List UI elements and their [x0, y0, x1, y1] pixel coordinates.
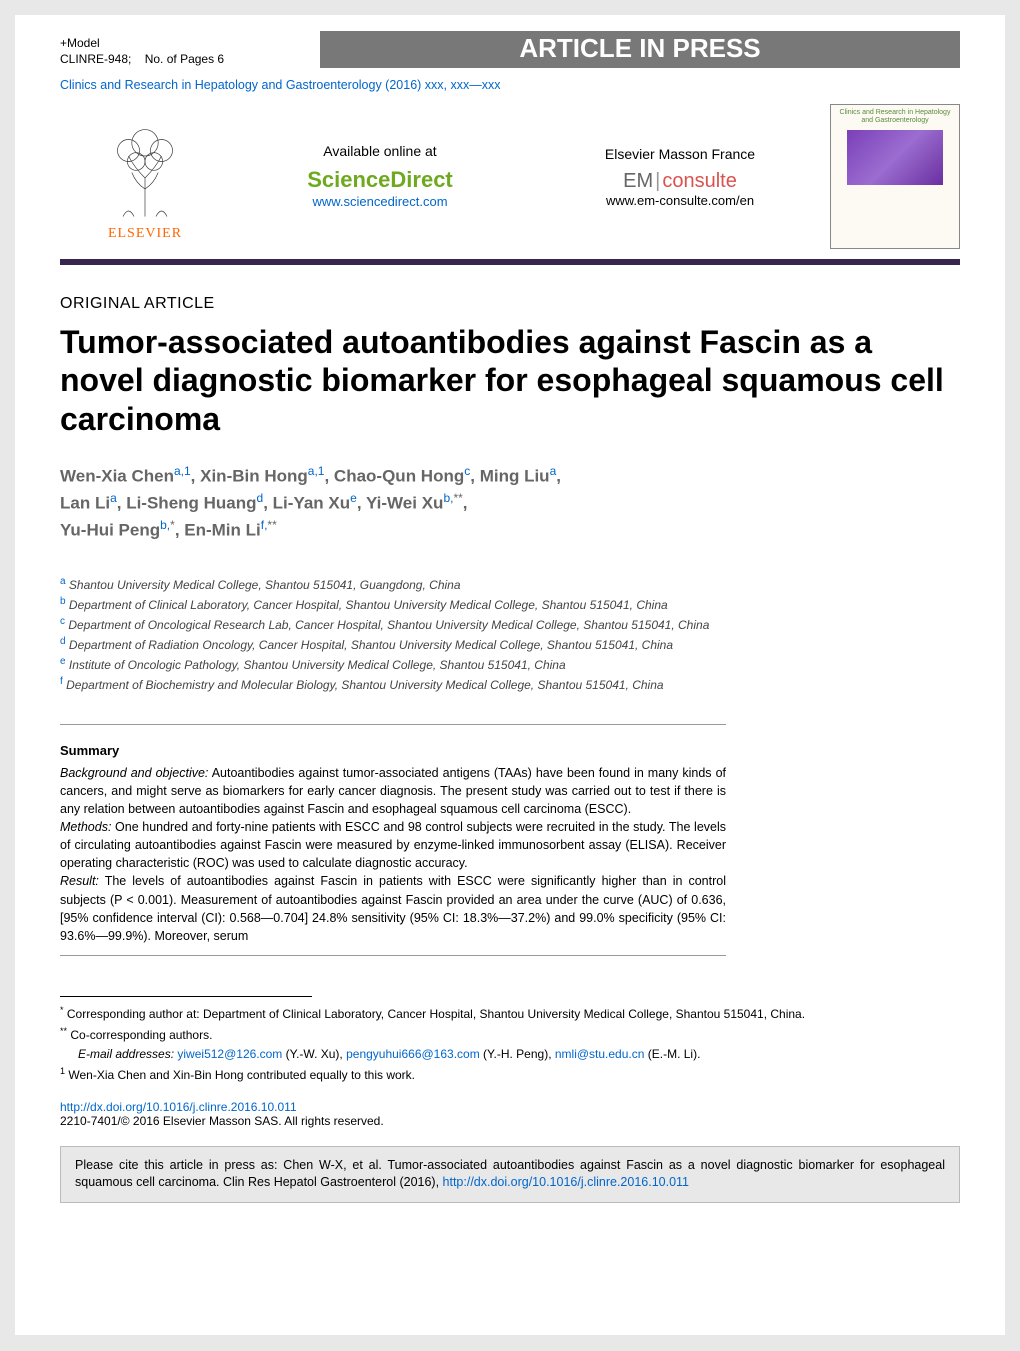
sciencedirect-link[interactable]: www.sciencedirect.com [312, 194, 447, 209]
author-9: Yu-Hui Peng [60, 521, 160, 540]
clinre-id: CLINRE-948; [60, 52, 131, 66]
em-part: EM [623, 170, 653, 192]
corresponding-author-note: * Corresponding author at: Department of… [60, 1003, 960, 1024]
author-10-corr: ** [267, 518, 276, 532]
result-text: The levels of autoantibodies against Fas… [60, 874, 726, 942]
affiliation-a: a Shantou University Medical College, Sh… [60, 574, 960, 594]
footnotes: * Corresponding author at: Department of… [60, 1003, 960, 1086]
em-divider-bar: | [653, 170, 662, 192]
cover-image [847, 130, 943, 185]
model-header-row: +Model CLINRE-948; No. of Pages 6 ARTICL… [60, 35, 960, 68]
em-consulte-link[interactable]: www.em-consulte.com/en [540, 193, 820, 208]
elsevier-logo-block[interactable]: ELSEVIER [60, 112, 230, 242]
author-8-aff: b, [443, 491, 453, 505]
result-label: Result: [60, 874, 99, 888]
footnotes-divider [60, 996, 312, 997]
email-2-who: (Y.-H. Peng), [480, 1047, 555, 1061]
email-link-3[interactable]: nmli@stu.edu.cn [555, 1047, 645, 1061]
equal-contribution-note: 1 Wen-Xia Chen and Xin-Bin Hong contribu… [60, 1064, 960, 1085]
sciencedirect-block: Available online at ScienceDirect www.sc… [230, 143, 530, 211]
author-8: Yi-Wei Xu [366, 494, 443, 513]
elsevier-masson-label: Elsevier Masson France [540, 146, 820, 162]
citation-box: Please cite this article in press as: Ch… [60, 1146, 960, 1203]
publisher-header: ELSEVIER Available online at ScienceDire… [60, 104, 960, 265]
copyright-line: 2210-7401/© 2016 Elsevier Masson SAS. Al… [60, 1114, 384, 1128]
co-corresponding-note: ** Co-corresponding authors. [60, 1024, 960, 1045]
author-6: Li-Sheng Huang [126, 494, 256, 513]
author-8-corr: ** [453, 491, 462, 505]
email-addresses-line: E-mail addresses: yiwei512@126.com (Y.-W… [60, 1045, 960, 1064]
doi-link[interactable]: http://dx.doi.org/10.1016/j.clinre.2016.… [60, 1100, 297, 1114]
author-1-aff: a,1 [174, 464, 191, 478]
authors-list: Wen-Xia Chena,1, Xin-Bin Honga,1, Chao-Q… [60, 462, 960, 543]
email-3-who: (E.-M. Li). [644, 1047, 700, 1061]
journal-reference[interactable]: Clinics and Research in Hepatology and G… [60, 78, 960, 92]
sciencedirect-logo[interactable]: ScienceDirect [240, 167, 520, 193]
available-online-label: Available online at [240, 143, 520, 159]
email-1-who: (Y.-W. Xu), [282, 1047, 346, 1061]
em-consulte-logo[interactable]: EM|consulte [540, 170, 820, 193]
email-link-2[interactable]: pengyuhui666@163.com [346, 1047, 480, 1061]
author-2: Xin-Bin Hong [200, 467, 308, 486]
em-consulte-block: Elsevier Masson France EM|consulte www.e… [530, 146, 830, 208]
author-5: Lan Li [60, 494, 110, 513]
plus-model-label: +Model [60, 36, 320, 50]
article-title: Tumor-associated autoantibodies against … [60, 323, 960, 438]
author-3: Chao-Qun Hong [334, 467, 464, 486]
background-label: Background and objective: [60, 766, 208, 780]
citation-doi-link[interactable]: http://dx.doi.org/10.1016/j.clinre.2016.… [443, 1175, 689, 1189]
affiliation-c: c Department of Oncological Research Lab… [60, 614, 960, 634]
elsevier-label: ELSEVIER [60, 226, 230, 242]
author-4: Ming Liu [480, 467, 550, 486]
author-9-corr: * [170, 518, 175, 532]
author-6-aff: d [257, 491, 264, 505]
section-label: ORIGINAL ARTICLE [60, 295, 960, 313]
in-press-banner: ARTICLE IN PRESS [320, 31, 960, 68]
elsevier-tree-icon [85, 112, 205, 222]
affiliations: a Shantou University Medical College, Sh… [60, 574, 960, 694]
summary-body: Background and objective: Autoantibodies… [60, 764, 726, 945]
email-link-1[interactable]: yiwei512@126.com [177, 1047, 282, 1061]
methods-text: One hundred and forty-nine patients with… [60, 820, 726, 870]
email-label: E-mail addresses: [78, 1047, 174, 1061]
author-4-aff: a [550, 464, 557, 478]
affiliation-e: e Institute of Oncologic Pathology, Shan… [60, 654, 960, 674]
doi-block: http://dx.doi.org/10.1016/j.clinre.2016.… [60, 1100, 960, 1128]
summary-heading: Summary [60, 743, 726, 758]
pages-count: No. of Pages 6 [145, 52, 224, 66]
author-1: Wen-Xia Chen [60, 467, 174, 486]
cover-title: Clinics and Research in Hepatology and G… [835, 109, 955, 124]
author-3-aff: c [464, 464, 470, 478]
methods-label: Methods: [60, 820, 111, 834]
article-ref: CLINRE-948; No. of Pages 6 [60, 52, 320, 66]
affiliation-d: d Department of Radiation Oncology, Canc… [60, 634, 960, 654]
author-5-aff: a [110, 491, 117, 505]
summary-box: Summary Background and objective: Autoan… [60, 724, 726, 956]
journal-cover-thumbnail[interactable]: Clinics and Research in Hepatology and G… [830, 104, 960, 249]
author-7: Li-Yan Xu [273, 494, 350, 513]
consulte-part: consulte [662, 170, 737, 192]
author-7-aff: e [350, 491, 357, 505]
affiliation-f: f Department of Biochemistry and Molecul… [60, 674, 960, 694]
author-10: En-Min Li [184, 521, 260, 540]
author-2-aff: a,1 [308, 464, 325, 478]
page: +Model CLINRE-948; No. of Pages 6 ARTICL… [15, 15, 1005, 1335]
author-9-aff: b, [160, 518, 170, 532]
affiliation-b: b Department of Clinical Laboratory, Can… [60, 594, 960, 614]
